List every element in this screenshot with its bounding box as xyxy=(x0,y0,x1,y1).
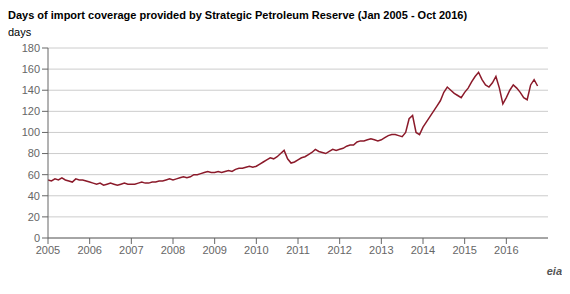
svg-text:2010: 2010 xyxy=(244,244,268,256)
svg-text:2006: 2006 xyxy=(77,244,101,256)
svg-text:2015: 2015 xyxy=(452,244,476,256)
svg-text:180: 180 xyxy=(22,42,40,54)
svg-text:2013: 2013 xyxy=(369,244,393,256)
svg-text:40: 40 xyxy=(28,190,40,202)
svg-text:2014: 2014 xyxy=(411,244,435,256)
svg-text:0: 0 xyxy=(34,232,40,244)
svg-text:80: 80 xyxy=(28,147,40,159)
html-text:eia: eia xyxy=(546,265,562,277)
svg-text:2007: 2007 xyxy=(119,244,143,256)
html-text:Days of import coverage provid: Days of import coverage provided by Stra… xyxy=(8,9,468,21)
svg-text:20: 20 xyxy=(28,211,40,223)
svg-text:100: 100 xyxy=(22,126,40,138)
svg-text:2016: 2016 xyxy=(494,244,518,256)
svg-text:2005: 2005 xyxy=(36,244,60,256)
svg-text:2009: 2009 xyxy=(202,244,226,256)
svg-text:160: 160 xyxy=(22,63,40,75)
svg-text:120: 120 xyxy=(22,105,40,117)
svg-text:140: 140 xyxy=(22,84,40,96)
svg-text:2011: 2011 xyxy=(286,244,310,256)
svg-text:2012: 2012 xyxy=(327,244,351,256)
html-text:days: days xyxy=(8,26,32,38)
svg-text:60: 60 xyxy=(28,169,40,181)
svg-text:2008: 2008 xyxy=(161,244,185,256)
